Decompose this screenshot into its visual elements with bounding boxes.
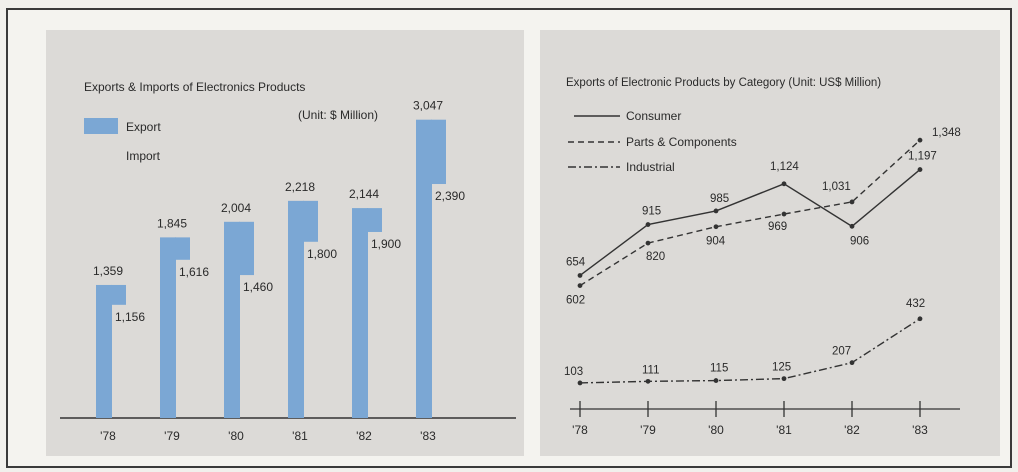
- export-bar-step: [175, 237, 190, 260]
- series-line: [579, 318, 921, 384]
- export-value-label: 2,004: [221, 201, 251, 215]
- legend-parts-label: Parts & Components: [626, 135, 737, 149]
- data-label: 207: [832, 346, 851, 358]
- data-point: [713, 224, 719, 230]
- export-bar: [160, 237, 176, 418]
- bar-category-label: '82: [356, 429, 372, 443]
- import-value-label: 1,156: [115, 310, 145, 324]
- data-point: [917, 167, 923, 172]
- export-bar: [288, 200, 304, 418]
- legend-export-label: Export: [126, 120, 161, 134]
- legend-export-swatch: [84, 118, 118, 134]
- export-bar-step: [431, 119, 446, 185]
- data-label: 432: [906, 298, 925, 310]
- data-point: [645, 222, 651, 227]
- bar-chart: Exports & Imports of Electronics Product…: [60, 80, 516, 443]
- data-label: 602: [566, 295, 585, 307]
- export-bar-step: [367, 208, 382, 232]
- line-category-label: '79: [640, 423, 656, 437]
- export-value-label: 1,845: [157, 216, 187, 230]
- export-bar-step: [111, 284, 126, 305]
- export-bar-step: [303, 200, 318, 242]
- import-value-label: 2,390: [435, 189, 465, 203]
- data-label: 985: [710, 193, 729, 205]
- data-point: [713, 378, 719, 383]
- data-label: 820: [646, 251, 665, 263]
- data-point: [577, 380, 583, 386]
- data-point: [917, 316, 923, 322]
- data-label: 915: [642, 206, 661, 218]
- data-label: 1,197: [908, 151, 937, 163]
- line-category-label: '80: [708, 423, 724, 437]
- line-category-label: '78: [572, 423, 588, 437]
- line-chart-panel: Exports of Electronic Products by Catego…: [540, 30, 1000, 456]
- data-label: 906: [850, 235, 869, 247]
- legend-consumer-label: Consumer: [626, 109, 681, 123]
- export-bar: [416, 119, 432, 418]
- bar-category-label: '81: [292, 429, 308, 443]
- bar-chart-unit: (Unit: $ Million): [298, 108, 378, 122]
- bar-chart-panel: Exports & Imports of Electronics Product…: [46, 30, 524, 456]
- data-label: 125: [772, 362, 791, 374]
- data-label: 103: [564, 366, 583, 378]
- line-category-label: '82: [844, 423, 860, 437]
- import-value-label: 1,800: [307, 247, 337, 261]
- data-label: 1,348: [932, 127, 961, 139]
- data-label: 904: [706, 236, 726, 248]
- data-point: [645, 240, 651, 246]
- data-point: [849, 223, 855, 229]
- legend-import-label: Import: [126, 149, 161, 163]
- data-point: [781, 376, 787, 382]
- data-label: 115: [710, 363, 728, 375]
- export-value-label: 3,047: [413, 99, 443, 113]
- export-bar-step: [239, 221, 254, 276]
- data-point: [849, 199, 855, 205]
- legend-industrial-label: Industrial: [626, 160, 675, 174]
- line-chart-title: Exports of Electronic Products by Catego…: [566, 77, 881, 89]
- export-value-label: 1,359: [93, 264, 123, 278]
- line-category-label: '81: [776, 423, 792, 437]
- data-label: 969: [768, 221, 787, 233]
- data-label: 1,031: [822, 181, 851, 193]
- export-value-label: 2,144: [349, 187, 379, 201]
- line-chart: Exports of Electronic Products by Catego…: [564, 77, 961, 437]
- bar-category-label: '79: [164, 429, 180, 443]
- data-point: [781, 211, 787, 217]
- import-value-label: 1,900: [371, 237, 401, 251]
- data-point: [577, 283, 583, 289]
- export-value-label: 2,218: [285, 180, 315, 194]
- export-bar: [352, 208, 368, 418]
- export-bar: [224, 221, 240, 418]
- bar-category-label: '80: [228, 429, 244, 443]
- import-value-label: 1,616: [179, 265, 209, 279]
- series-line: [579, 169, 921, 277]
- bar-category-label: '78: [100, 429, 116, 443]
- bar-chart-title: Exports & Imports of Electronics Product…: [84, 80, 305, 94]
- data-label: 111: [642, 364, 659, 376]
- data-label: 654: [566, 256, 586, 268]
- series-line: [579, 139, 921, 287]
- data-point: [849, 360, 855, 366]
- data-point: [917, 137, 923, 143]
- data-point: [781, 181, 787, 187]
- data-point: [713, 208, 719, 214]
- data-point: [577, 273, 583, 278]
- data-label: 1,124: [770, 161, 799, 173]
- line-category-label: '83: [912, 423, 928, 437]
- data-point: [645, 378, 651, 384]
- export-bar: [96, 284, 112, 418]
- bar-category-label: '83: [420, 429, 436, 443]
- import-value-label: 1,460: [243, 280, 273, 294]
